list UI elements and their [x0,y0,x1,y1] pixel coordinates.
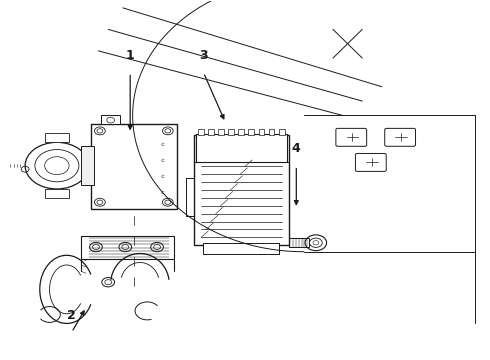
Text: 2: 2 [67,309,76,321]
Text: 3: 3 [199,49,208,62]
Bar [81,146,94,185]
Bar [45,134,69,142]
Text: c: c [160,141,164,147]
Bar [289,238,309,247]
FancyBboxPatch shape [336,129,367,146]
Bar [194,135,289,244]
Bar [248,129,254,135]
Bar [208,129,214,135]
Bar [81,235,174,259]
Bar [279,129,285,135]
Bar [203,243,279,253]
FancyBboxPatch shape [355,153,386,171]
Bar [91,125,176,209]
Bar [218,129,224,135]
Bar [45,189,69,198]
Text: 1: 1 [126,49,135,62]
Bar [239,129,245,135]
Bar [259,129,265,135]
Bar [198,129,204,135]
Bar [196,134,287,162]
Text: 4: 4 [292,142,301,155]
Bar [101,116,121,125]
Text: c: c [160,190,164,195]
Bar [269,129,274,135]
Text: c: c [160,158,164,163]
Bar [228,129,234,135]
FancyBboxPatch shape [385,129,416,146]
Text: c: c [160,174,164,179]
